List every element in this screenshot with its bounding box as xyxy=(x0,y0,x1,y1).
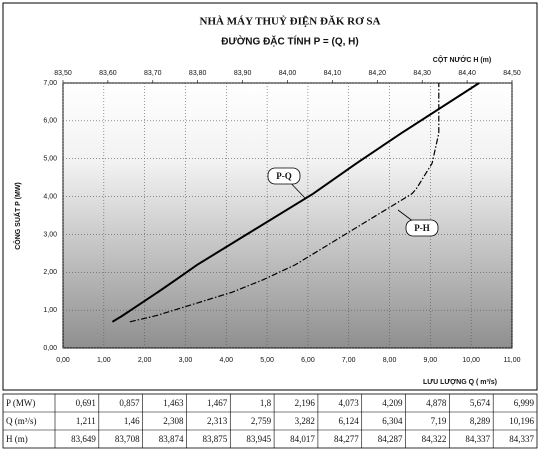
y-tick-label: 3,00 xyxy=(43,231,57,238)
series-label: P-H xyxy=(414,223,430,233)
x2-tick-label: 84,20 xyxy=(369,70,387,77)
table-cell: 6,304 xyxy=(382,416,403,426)
x-tick-label: 0,00 xyxy=(56,357,70,364)
series-label: P-Q xyxy=(276,171,292,181)
table-cell: 2,196 xyxy=(295,398,316,408)
table-row-header: P (MW) xyxy=(6,398,35,408)
table-cell: 83,945 xyxy=(246,434,271,444)
table-cell: 4,878 xyxy=(426,398,447,408)
x2-tick-label: 84,30 xyxy=(413,70,431,77)
table-cell: 83,874 xyxy=(159,434,184,444)
table-row-header: H (m) xyxy=(6,434,28,444)
x-tick-label: 7,00 xyxy=(342,357,356,364)
x2-tick-label: 84,50 xyxy=(503,70,521,77)
y-tick-label: 5,00 xyxy=(43,156,57,163)
x2-tick-label: 83,70 xyxy=(144,70,162,77)
y-axis-label: CÔNG SUẤT P (MW) xyxy=(12,182,22,250)
table-cell: 83,875 xyxy=(203,434,228,444)
x-tick-label: 2,00 xyxy=(138,357,152,364)
table-cell: 6,124 xyxy=(338,416,359,426)
table-cell: 0,691 xyxy=(76,398,96,408)
table-cell: 2,308 xyxy=(163,416,184,426)
table-cell: 2,313 xyxy=(207,416,228,426)
x-tick-label: 1,00 xyxy=(97,357,111,364)
table-cell: 1,46 xyxy=(124,416,140,426)
table-cell: 1,463 xyxy=(163,398,184,408)
x-axis-label: LƯU LƯỢNG Q ( m³/s) xyxy=(423,379,497,386)
table-cell: 1,8 xyxy=(260,398,272,408)
table-cell: 10,196 xyxy=(509,416,534,426)
x2-axis-label: CỘT NƯỚC H (m) xyxy=(433,55,491,64)
table-cell: 84,287 xyxy=(378,434,403,444)
table-cell: 84,337 xyxy=(465,434,490,444)
table-cell: 84,322 xyxy=(422,434,447,444)
table-border xyxy=(2,393,538,449)
x-tick-label: 11,00 xyxy=(504,357,521,364)
y-tick-label: 6,00 xyxy=(43,118,57,125)
plot-area xyxy=(62,82,513,349)
table-cell: 7,19 xyxy=(431,416,447,426)
y-tick-label: 7,00 xyxy=(43,80,57,87)
x-tick-label: 4,00 xyxy=(219,357,233,364)
x-tick-label: 8,00 xyxy=(383,357,397,364)
y-tick-label: 1,00 xyxy=(43,307,57,314)
table-cell: 2,759 xyxy=(251,416,272,426)
table-cell: 84,277 xyxy=(334,434,359,444)
table-cell: 1,467 xyxy=(207,398,228,408)
x-tick-label: 5,00 xyxy=(260,357,274,364)
table-cell: 83,649 xyxy=(71,434,96,444)
callout-box xyxy=(405,219,439,237)
x2-tick-label: 84,40 xyxy=(458,70,476,77)
y-tick-label: 2,00 xyxy=(43,269,57,276)
x2-tick-label: 84,00 xyxy=(279,70,297,77)
line-series xyxy=(111,82,480,323)
table-cell: 8,289 xyxy=(470,416,491,426)
y-tick-label: 4,00 xyxy=(43,193,57,200)
x-tick-label: 9,00 xyxy=(424,357,438,364)
chart-title: NHÀ MÁY THUỶ ĐIỆN ĐĂK RƠ SA xyxy=(200,15,381,28)
line-series xyxy=(129,83,440,323)
chart-subtitle: ĐƯỜNG ĐẶC TÍNH P = (Q, H) xyxy=(221,35,358,48)
x-tick-label: 3,00 xyxy=(179,357,193,364)
x2-tick-label: 84,10 xyxy=(324,70,342,77)
table-cell: 4,209 xyxy=(382,398,403,408)
table-cell: 1,211 xyxy=(76,416,96,426)
y-tick-label: 0,00 xyxy=(43,345,57,352)
x-tick-label: 10,00 xyxy=(462,357,480,364)
table-cell: 0,857 xyxy=(119,398,140,408)
table-row-header: Q (m³/s) xyxy=(6,416,36,426)
x2-tick-label: 83,60 xyxy=(99,70,117,77)
x2-tick-label: 83,80 xyxy=(189,70,207,77)
table-cell: 84,017 xyxy=(290,434,315,444)
table-cell: 5,674 xyxy=(470,398,491,408)
table-cell: 6,999 xyxy=(514,398,535,408)
x2-tick-label: 83,50 xyxy=(54,70,72,77)
table-cell: 4,073 xyxy=(338,398,359,408)
table-cell: 84,337 xyxy=(509,434,534,444)
table-cell: 3,282 xyxy=(295,416,315,426)
x-tick-label: 6,00 xyxy=(301,357,315,364)
data-table: P (MW) 0,691 0,857 1,463 1,467 1,8 2,196 4,073 4… xyxy=(2,393,538,449)
table-cell: 83,708 xyxy=(115,434,140,444)
x2-tick-label: 83,90 xyxy=(234,70,252,77)
callout-box xyxy=(267,167,301,185)
